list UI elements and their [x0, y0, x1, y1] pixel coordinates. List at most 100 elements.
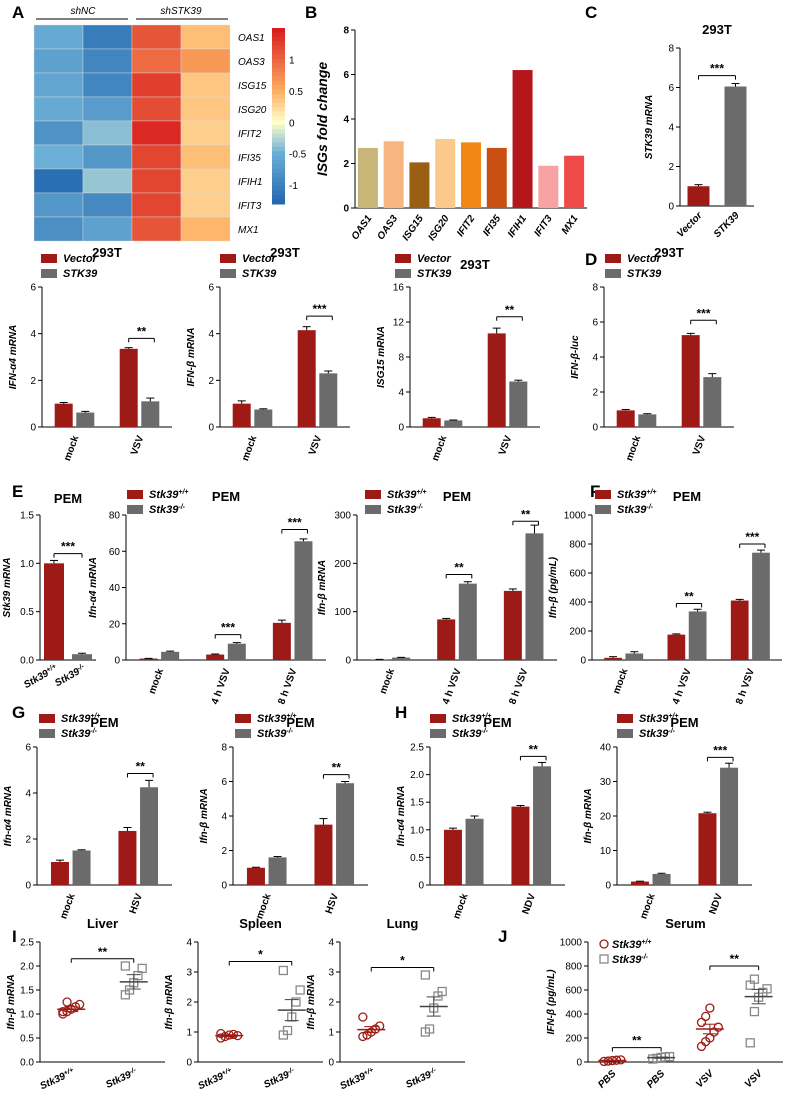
y-tick-label: 16: [393, 283, 405, 294]
y-tick-label: 0.0: [20, 1058, 34, 1069]
legend-label: Stk39+/+: [387, 489, 426, 501]
bar: [461, 142, 481, 208]
legend-swatch-ko: [395, 269, 411, 278]
sig-label: *: [400, 954, 405, 968]
panel-C: 0 2 4 6 8 STK39 mRNA 293T Vector STK39 ***: [644, 22, 754, 240]
x-tick-label: mock: [240, 434, 259, 463]
sig-label: **: [521, 507, 531, 521]
sig-label: ***: [221, 621, 235, 635]
panel-E3: 0 100 200 300 Ifn-β mRNA PEM mock 4 h VSV 8 h VS…: [317, 489, 557, 706]
y-tick-label: 20: [600, 812, 612, 823]
x-tick-label: mock: [62, 434, 81, 463]
sig-label: **: [632, 1034, 642, 1048]
colorbar-segment: [272, 67, 285, 73]
panel-label-J: J: [498, 927, 507, 946]
legend-label: Stk39+/+: [612, 939, 651, 951]
y-tick-label: 0.5: [410, 853, 424, 864]
colorbar-segment: [272, 186, 285, 192]
legend-swatch-wt: [395, 254, 411, 263]
y-tick-label: 200: [334, 559, 351, 570]
point: [749, 1006, 760, 1017]
y-tick-label: 4: [25, 789, 31, 800]
colorbar-segment: [272, 63, 285, 69]
point: [278, 965, 289, 976]
y-tick-label: 4: [328, 938, 334, 949]
sig-label: *: [258, 948, 263, 962]
y-tick-label: 1000: [564, 511, 587, 522]
x-tick-label: MX1: [560, 213, 581, 237]
panel-I3: 0 1 2 3 4 Ifn-β mRNA Lung Stk39+/+ Stk39-/- *: [306, 916, 465, 1092]
label-sup: -/-: [286, 1066, 296, 1075]
heatmap-cell: [82, 24, 133, 50]
label-base: Stk39: [387, 504, 417, 516]
point: [762, 984, 772, 994]
label-base: Stk39: [61, 713, 91, 725]
sig-label: ***: [312, 302, 326, 316]
legend-swatch-wt: [41, 254, 57, 263]
x-tick-label: VSV: [743, 1067, 766, 1090]
chart-title: PEM: [670, 715, 698, 730]
legend-label: Stk39+/+: [257, 713, 296, 725]
bar: [703, 377, 722, 427]
legend-swatch-ko: [39, 729, 55, 738]
y-tick-label: 0: [114, 656, 120, 667]
heatmap-row-label: OAS3: [238, 57, 265, 68]
column-group-label: shSTK39: [160, 6, 202, 17]
legend-swatch-wt: [39, 714, 55, 723]
y-axis-label: IFN-β mRNA: [186, 328, 197, 387]
chart-title: PEM: [286, 715, 314, 730]
x-tick-label: 8 h VSV: [734, 667, 757, 706]
x-tick-label: PBS: [596, 1068, 619, 1091]
legend-label: STK39: [63, 268, 98, 280]
heatmap-cell: [180, 168, 231, 194]
chart-title: 293T: [654, 245, 684, 260]
colorbar-segment: [272, 160, 285, 165]
y-tick-label: 0: [345, 656, 351, 667]
colorbar-segment: [272, 146, 285, 152]
bar: [687, 186, 710, 206]
y-tick-label: 0: [30, 423, 36, 434]
panel-label-A: A: [12, 3, 24, 22]
heatmap-cell: [180, 96, 231, 122]
y-tick-label: 6: [30, 283, 36, 294]
bar: [509, 381, 528, 427]
colorbar-segment: [272, 45, 285, 51]
y-tick-label: 2: [186, 998, 192, 1009]
y-tick-label: 6: [343, 70, 349, 81]
x-tick-label: 8 h VSV: [276, 667, 299, 706]
heatmap-cell: [33, 72, 84, 98]
legend-swatch-ko: [220, 269, 236, 278]
label-sup: -/-: [178, 504, 185, 511]
sig-label: **: [529, 742, 539, 756]
point: [420, 970, 431, 980]
y-tick-label: 0: [592, 423, 598, 434]
sig-label: **: [136, 759, 146, 773]
y-tick-label: 4: [668, 123, 674, 134]
y-tick-label: 2: [208, 376, 214, 387]
legend-swatch-ko: [595, 505, 611, 514]
bar: [730, 600, 749, 660]
label-sup: +/+: [178, 489, 188, 496]
panel-D3: 0 4 8 12 16 ISG15 mRNA 293T mock VSV ** Vector STK3…: [376, 253, 540, 463]
label-base: Stk39: [61, 728, 91, 740]
chart-title: PEM: [483, 715, 511, 730]
legend-label: Stk39-/-: [387, 504, 424, 516]
label-sup: +/+: [286, 713, 296, 720]
y-axis-label: Ifn-β mRNA: [583, 788, 594, 843]
chart-title: 293T: [92, 245, 122, 260]
legend-label: Vector: [242, 253, 277, 265]
x-tick-label: Stk39+/+: [197, 1067, 235, 1093]
colorbar-segment: [272, 50, 285, 55]
bar: [118, 830, 137, 885]
label-sup: +/+: [221, 1067, 233, 1078]
y-axis-label: Ifn-α4 mRNA: [88, 557, 99, 618]
y-axis-label: Ifn-α4 mRNA: [3, 786, 14, 847]
label-base: Stk39: [387, 489, 417, 501]
point: [424, 1024, 435, 1034]
colorbar-segment: [272, 168, 285, 174]
legend-swatch-wt: [127, 490, 143, 499]
y-tick-label: 200: [569, 627, 586, 638]
y-tick-label: 0: [221, 881, 227, 892]
bar: [720, 767, 739, 885]
